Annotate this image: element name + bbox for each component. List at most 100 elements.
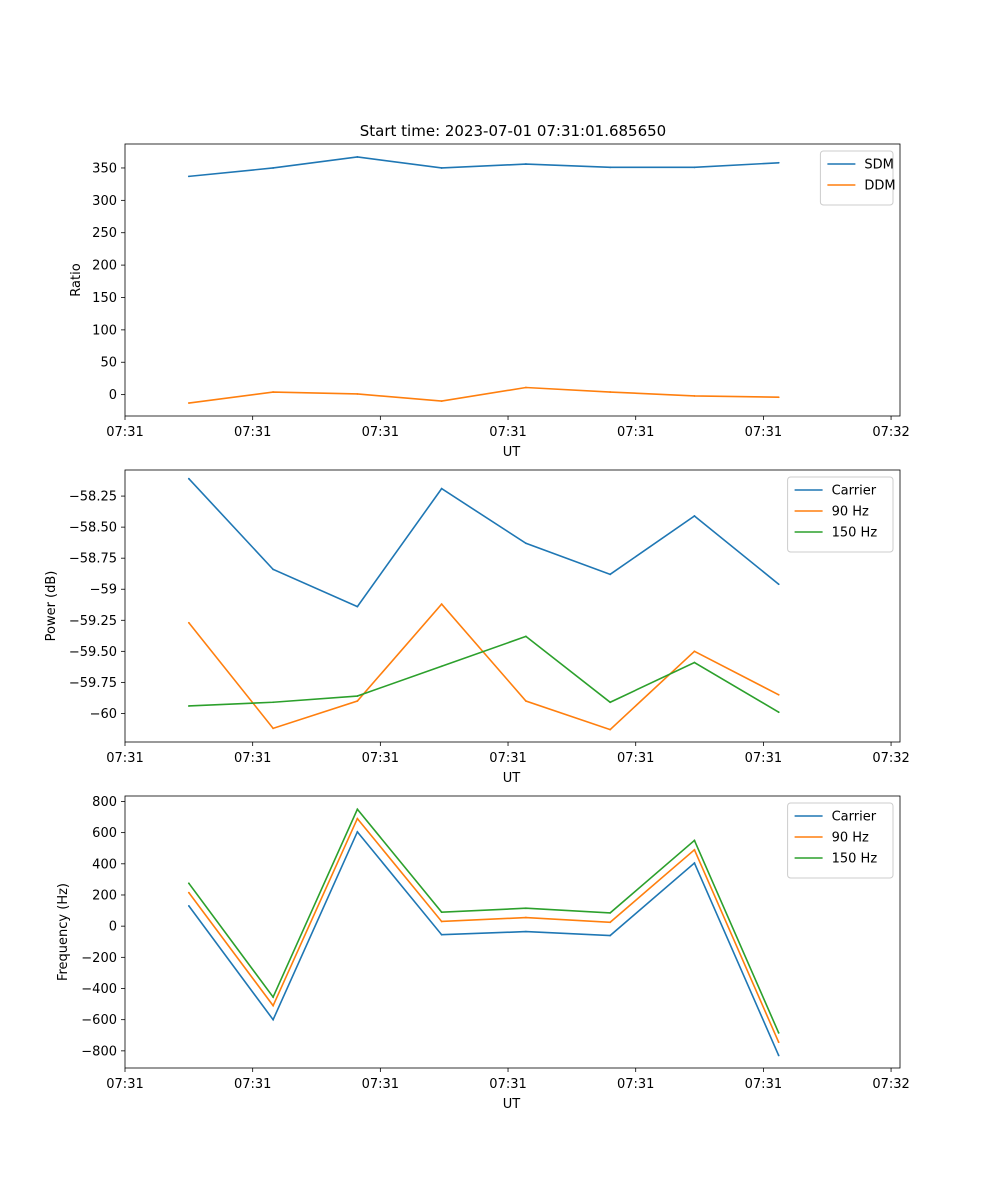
ratio-xtick-label: 07:31 — [106, 425, 143, 440]
frequency-series-150-hz-line — [188, 807, 780, 1034]
frequency-series-90-hz-point — [777, 1041, 780, 1044]
ratio-series-ddm-point — [693, 395, 696, 397]
power-series-150-hz-point — [356, 695, 359, 697]
frequency-panel: 07:31 07:31 07:31 07:31 07:31 07:31 07:32 UT −80… — [56, 795, 910, 1112]
frequency-xtick-label: 07:32 — [872, 1077, 909, 1092]
frequency-series-90-hz-point — [525, 916, 527, 919]
ratio-xtick-label: 07:31 — [234, 425, 271, 440]
power-legend-box — [787, 476, 894, 553]
ratio-legend-label-sdm: SDM — [864, 158, 893, 173]
power-xtick-label: 07:31 — [234, 751, 271, 766]
ratio-ylabel: Ratio — [69, 263, 84, 296]
power-legend-label-carrier: Carrier — [832, 484, 877, 499]
frequency-series-90-hz-point — [187, 891, 190, 894]
ratio-ytick-label: 350 — [92, 161, 117, 176]
frequency-series-carrier-point — [272, 1018, 275, 1021]
ratio-series-ddm-point — [525, 386, 527, 389]
power-series-150-hz-point — [609, 701, 612, 704]
ratio-series-ddm-line — [188, 386, 779, 404]
power-legend-label-90-hz: 90 Hz — [832, 505, 869, 520]
power-ytick-label: −58.25 — [69, 490, 117, 505]
power-xtick-label: 07:31 — [489, 751, 526, 766]
power-xtick-label: 07:31 — [362, 751, 399, 766]
frequency-series-90-hz-line — [188, 817, 780, 1043]
power-ytick-label: −58.50 — [69, 521, 117, 536]
power-xtick-label: 07:31 — [106, 751, 143, 766]
frequency-ylabel: Frequency (Hz) — [56, 883, 71, 981]
power-series-carrier-point — [609, 573, 612, 576]
power-series-150-hz-point — [693, 661, 696, 664]
power-series-90-hz-point — [693, 650, 696, 653]
frequency-series-150-hz-point — [187, 882, 190, 885]
power-series-150-hz-point — [525, 635, 527, 638]
ratio-series-sdm-point — [693, 166, 696, 169]
power-xtick-label: 07:31 — [745, 751, 782, 766]
ratio-ytick-label: 300 — [92, 194, 117, 209]
power-series-carrier-point — [440, 487, 443, 490]
power-series-150-hz-line — [188, 635, 780, 713]
ratio-series-ddm-point — [187, 402, 190, 404]
ratio-series-ddm-point — [440, 400, 443, 403]
frequency-xlabel: UT — [503, 1097, 521, 1112]
ratio-ytick-label: 250 — [92, 226, 117, 241]
ratio-series-ddm-point — [777, 396, 780, 399]
ratio-series-sdm-point — [440, 167, 443, 169]
ratio-series-sdm-point — [525, 163, 527, 165]
power-series-90-hz-point — [356, 700, 359, 702]
ratio-axes-frame — [124, 143, 901, 417]
frequency-series-150-hz-point — [609, 912, 612, 914]
power-ytick-label: −59 — [90, 583, 117, 598]
ratio-ytick-label: 100 — [92, 323, 117, 338]
ratio-series-sdm-point — [187, 175, 190, 178]
power-series-150-hz-point — [272, 701, 275, 704]
frequency-series-carrier-point — [693, 862, 696, 864]
power-xlabel: UT — [503, 771, 521, 786]
frequency-ytick-label: 200 — [92, 888, 117, 903]
ratio-xtick-label: 07:31 — [745, 425, 782, 440]
ratio-series-sdm-point — [777, 161, 780, 164]
power-series-90-hz-point — [609, 728, 612, 731]
power-series-carrier-point — [187, 477, 190, 480]
frequency-series-carrier-point — [187, 904, 190, 907]
power-series-90-hz-point — [777, 693, 780, 696]
frequency-ytick-label: 600 — [92, 826, 117, 841]
frequency-legend-label-90-hz: 90 Hz — [832, 831, 869, 846]
power-ytick-label: −59.75 — [69, 676, 117, 691]
power-series-150-hz-point — [440, 665, 443, 668]
power-series-90-hz-point — [187, 621, 190, 624]
figure-title: Start time: 2023-07-01 07:31:01.685650 — [360, 122, 666, 140]
frequency-series-carrier-point — [440, 933, 443, 936]
ratio-ytick-label: 200 — [92, 259, 117, 274]
ratio-series-sdm-line — [188, 156, 779, 178]
frequency-ytick-label: 0 — [109, 920, 117, 935]
frequency-ytick-label: 800 — [92, 795, 117, 810]
power-series-90-hz-point — [440, 603, 443, 606]
power-xtick-label: 07:31 — [617, 751, 654, 766]
power-ytick-label: −58.75 — [69, 552, 117, 567]
frequency-series-90-hz-point — [272, 1004, 275, 1007]
frequency-series-150-hz-point — [525, 907, 527, 910]
frequency-series-carrier-point — [525, 930, 527, 933]
ratio-series-ddm-point — [272, 391, 275, 393]
ratio-series-sdm-point — [356, 156, 359, 158]
power-series-carrier-point — [777, 583, 780, 586]
power-ytick-label: −59.25 — [69, 614, 117, 629]
frequency-series-90-hz-point — [356, 817, 359, 820]
power-ytick-label: −60 — [90, 707, 117, 722]
power-series-150-hz-point — [777, 711, 780, 714]
ratio-xtick-label: 07:31 — [362, 425, 399, 440]
frequency-xtick-label: 07:31 — [617, 1077, 654, 1092]
power-series-carrier-line — [188, 478, 780, 608]
power-ytick-label: −59.50 — [69, 645, 117, 660]
frequency-series-90-hz-point — [693, 848, 696, 851]
ratio-ytick-label: 50 — [100, 356, 117, 371]
power-series-carrier-point — [356, 605, 359, 608]
ratio-panel: 07:31 07:31 07:31 07:31 07:31 07:31 07:32 UT 0 50… — [69, 143, 910, 460]
frequency-series-150-hz-point — [693, 839, 696, 842]
ratio-xlabel: UT — [503, 445, 521, 460]
ratio-series-ddm-point — [356, 393, 359, 395]
ratio-series-sdm-point — [272, 167, 275, 169]
frequency-ytick-label: 400 — [92, 857, 117, 872]
power-panel: 07:31 07:31 07:31 07:31 07:31 07:31 07:32 UT −60… — [44, 469, 910, 786]
